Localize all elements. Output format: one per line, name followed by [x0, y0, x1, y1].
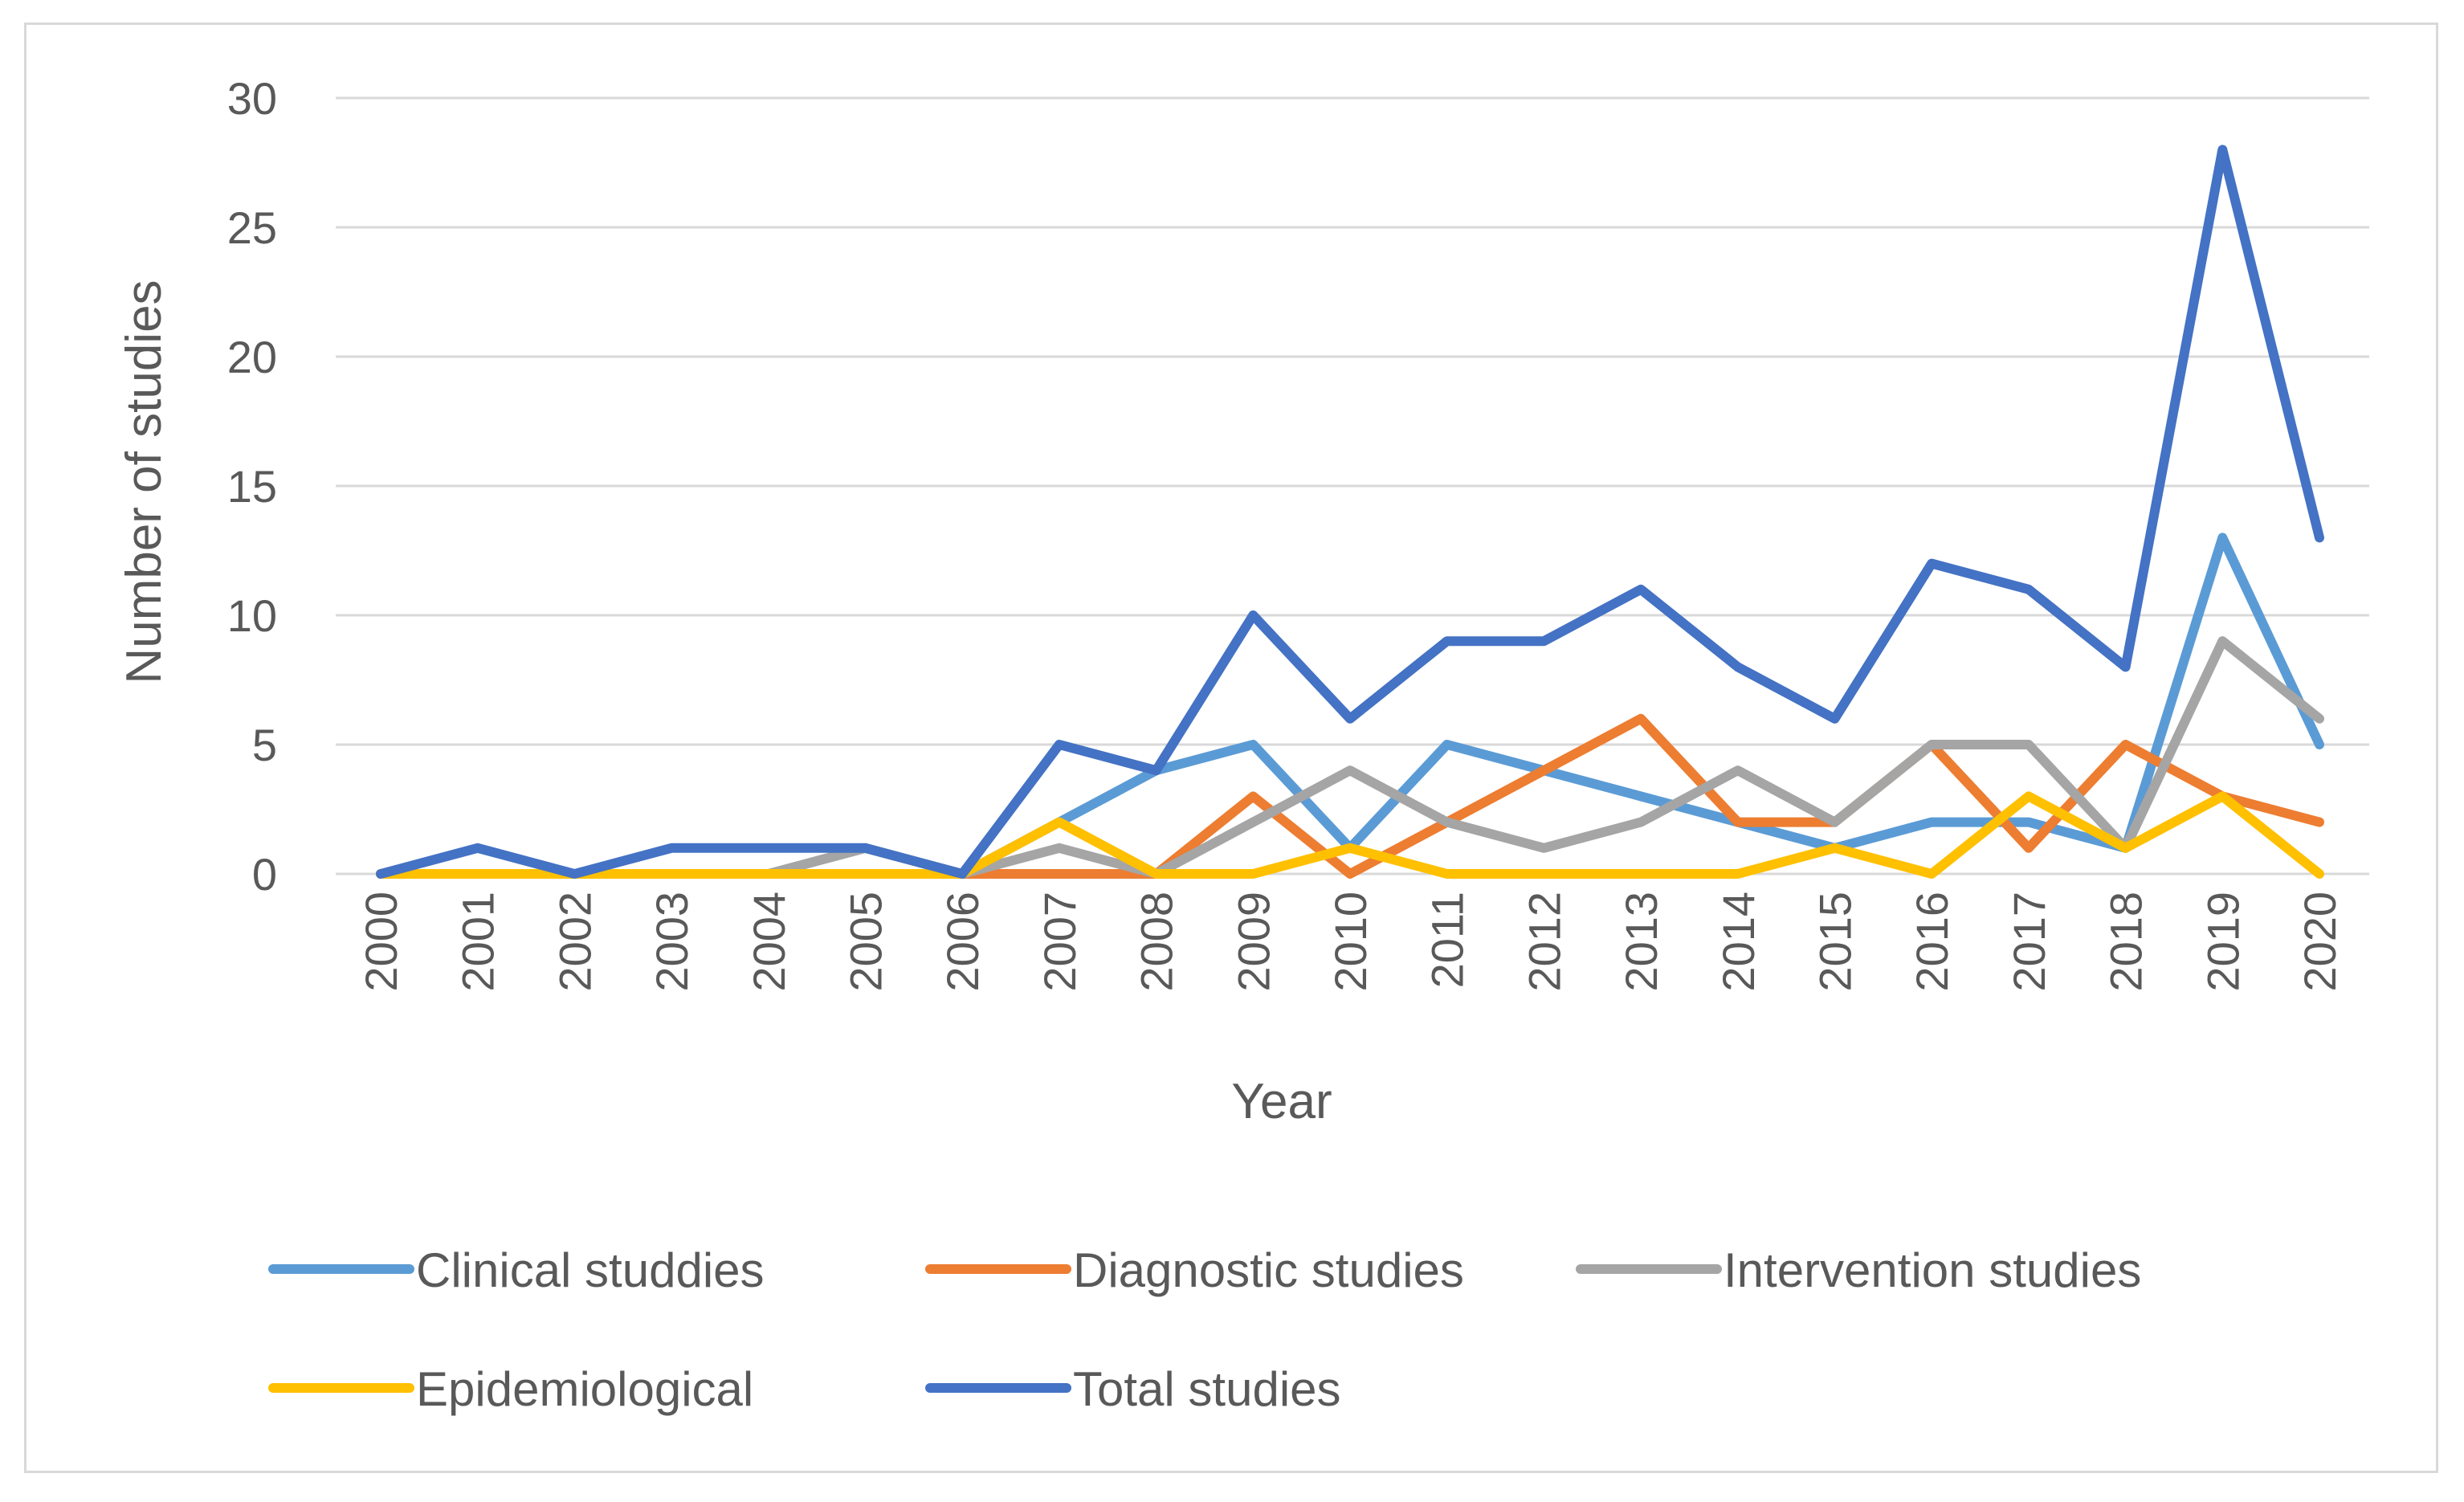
- x-tick-label: 2007: [1034, 892, 1085, 992]
- x-tick-label: 2012: [1519, 892, 1569, 992]
- x-axis-title: Year: [1231, 1074, 1332, 1129]
- legend-label: Total studies: [1073, 1362, 1341, 1416]
- x-tick-label: 2017: [2004, 892, 2054, 992]
- y-axis-title: Number of studies: [116, 280, 172, 684]
- x-tick-labels: 2000 2001 2002 2003 2004 2005 2006 2007 2008 2009…: [356, 892, 2345, 992]
- legend-label: Intervention studies: [1724, 1243, 2141, 1297]
- legend-label: Clinical studdies: [416, 1243, 765, 1297]
- legend-label: Epidemiological: [416, 1362, 753, 1416]
- x-tick-label: 2014: [1713, 892, 1764, 992]
- y-tick-label: 20: [227, 332, 277, 382]
- x-tick-label: 2019: [2197, 892, 2248, 992]
- x-tick-label: 2018: [2101, 892, 2152, 992]
- x-tick-label: 2016: [1907, 892, 1957, 992]
- x-tick-label: 2011: [1422, 892, 1473, 988]
- y-tick-label: 25: [227, 202, 277, 253]
- x-tick-label: 2013: [1616, 892, 1666, 992]
- x-tick-label: 2001: [453, 892, 504, 992]
- x-tick-label: 2009: [1228, 892, 1279, 992]
- y-tick-label: 5: [252, 720, 277, 770]
- x-tick-label: 2015: [1810, 892, 1861, 992]
- series-line-intervention-studies: [376, 636, 2324, 879]
- legend-item-clinical-studdies: Clinical studdies: [268, 1243, 765, 1297]
- y-tick-label: 0: [252, 849, 277, 900]
- x-tick-label: 2020: [2295, 892, 2345, 992]
- legend: Clinical studdies Diagnostic studies Inter…: [268, 1243, 2141, 1416]
- series-line-total-studies: [376, 145, 2324, 879]
- y-tick-labels: 0 5 10 15 20 25 30: [227, 73, 277, 900]
- x-tick-label: 2002: [549, 892, 600, 992]
- y-tick-label: 30: [227, 73, 277, 124]
- gridlines: [336, 96, 2369, 875]
- x-tick-label: 2003: [647, 892, 697, 992]
- y-tick-label: 10: [227, 590, 277, 641]
- legend-item-total-studies: Total studies: [925, 1362, 1341, 1416]
- legend-item-diagnostic-studies: Diagnostic studies: [925, 1243, 1464, 1297]
- y-tick-label: 15: [227, 461, 277, 512]
- legend-item-intervention-studies: Intervention studies: [1576, 1243, 2141, 1297]
- legend-label: Diagnostic studies: [1073, 1243, 1464, 1297]
- series-line-epidemiological: [376, 791, 2324, 879]
- x-tick-label: 2010: [1325, 892, 1376, 992]
- series-lines: [376, 145, 2324, 879]
- x-tick-label: 2006: [937, 892, 988, 992]
- legend-item-epidemiological: Epidemiological: [268, 1362, 753, 1416]
- x-tick-label: 2005: [841, 892, 891, 992]
- x-tick-label: 2000: [356, 892, 406, 992]
- x-tick-label: 2008: [1132, 892, 1182, 992]
- x-tick-label: 2004: [744, 892, 794, 992]
